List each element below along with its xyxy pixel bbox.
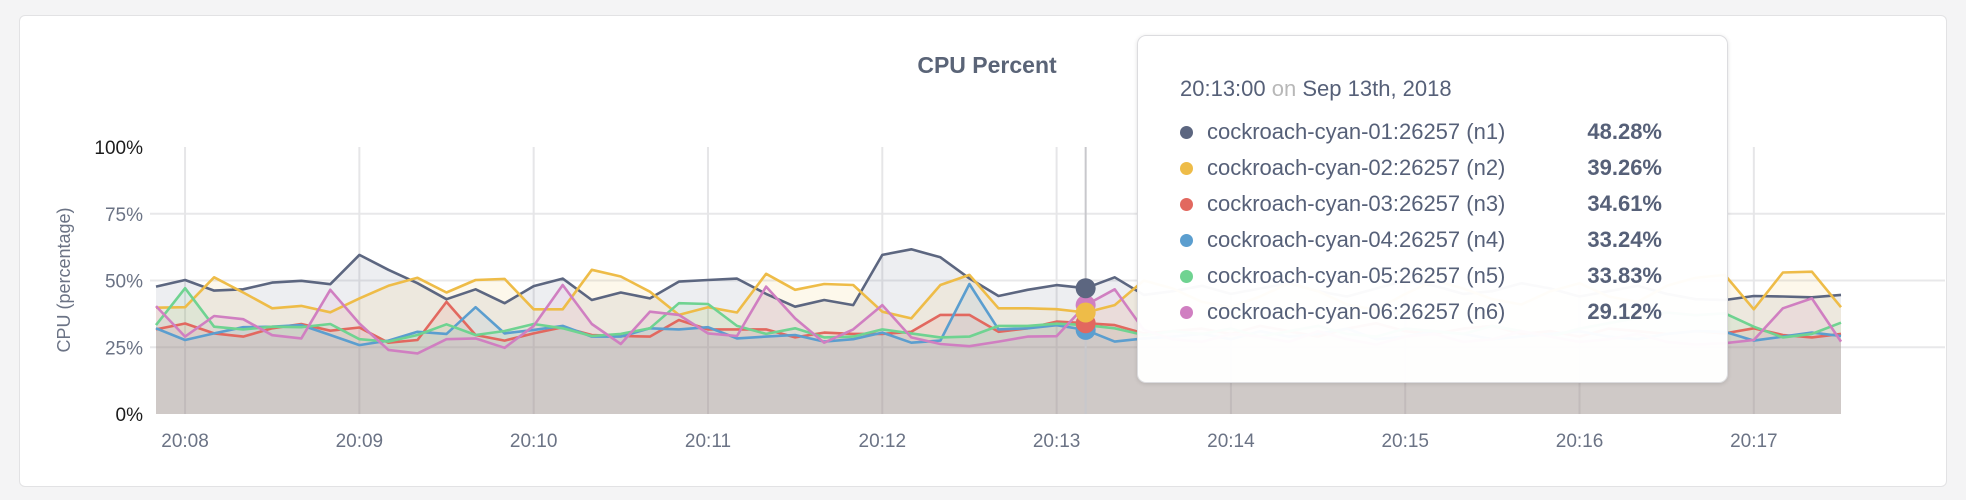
tooltip-series-name: cockroach-cyan-02:26257 (n2) <box>1207 155 1506 180</box>
chart-title: CPU Percent <box>917 52 1057 78</box>
series-area-n3 <box>156 301 1841 414</box>
series-dot-icon <box>1180 125 1193 139</box>
tooltip-series-value: 33.83% <box>1587 263 1662 288</box>
x-tick-label: 20:13 <box>1033 431 1081 452</box>
series-dot-icon <box>1180 305 1193 319</box>
tooltip-on: on <box>1271 76 1297 101</box>
y-tick-label: 50% <box>105 272 143 293</box>
hover-tooltip: 20:13:00 on Sep 13th, 2018 cockroach-cya… <box>1137 35 1728 383</box>
x-tick-label: 20:08 <box>161 431 209 452</box>
tooltip-series-name: cockroach-cyan-04:26257 (n4) <box>1207 227 1506 252</box>
tooltip-row: cockroach-cyan-02:26257 (n2) 39.26% <box>1180 150 1727 186</box>
tooltip-series-value: 34.61% <box>1587 191 1662 216</box>
y-tick-label: 0% <box>116 405 144 426</box>
x-tick-label: 20:16 <box>1556 431 1604 452</box>
tooltip-row: cockroach-cyan-05:26257 (n5) 33.83% <box>1180 258 1727 294</box>
x-tick-label: 20:09 <box>336 431 384 452</box>
x-tick-label: 20:12 <box>859 431 907 452</box>
tooltip-series-value: 33.24% <box>1587 227 1662 252</box>
tooltip-series-value: 29.12% <box>1587 299 1662 324</box>
x-tick-label: 20:14 <box>1207 431 1255 452</box>
tooltip-series-name: cockroach-cyan-05:26257 (n5) <box>1207 263 1506 288</box>
tooltip-time: 20:13:00 <box>1180 76 1266 101</box>
series-dot-icon <box>1180 161 1193 175</box>
tooltip-row: cockroach-cyan-04:26257 (n4) 33.24% <box>1180 222 1727 258</box>
y-tick-label: 75% <box>105 205 143 226</box>
tooltip-row: cockroach-cyan-03:26257 (n3) 34.61% <box>1180 186 1727 222</box>
tooltip-row: cockroach-cyan-01:26257 (n1) 48.28% <box>1180 114 1727 150</box>
x-tick-label: 20:15 <box>1381 431 1429 452</box>
y-tick-label: 25% <box>105 338 143 359</box>
tooltip-series-value: 48.28% <box>1587 119 1662 144</box>
hover-point-marker <box>1075 278 1096 299</box>
series-dot-icon <box>1180 197 1193 211</box>
tooltip-series-name: cockroach-cyan-06:26257 (n6) <box>1207 299 1506 324</box>
x-tick-label: 20:17 <box>1730 431 1778 452</box>
tooltip-series-value: 39.26% <box>1587 155 1662 180</box>
hover-point-marker <box>1075 302 1096 323</box>
x-tick-label: 20:10 <box>510 431 558 452</box>
x-tick-label: 20:11 <box>685 431 731 452</box>
tooltip-series-name: cockroach-cyan-03:26257 (n3) <box>1207 191 1506 216</box>
y-tick-label: 100% <box>94 138 143 159</box>
series-dot-icon <box>1180 269 1193 283</box>
tooltip-row: cockroach-cyan-06:26257 (n6) 29.12% <box>1180 294 1727 330</box>
tooltip-date: Sep 13th, 2018 <box>1302 76 1452 101</box>
tooltip-series-name: cockroach-cyan-01:26257 (n1) <box>1207 119 1506 144</box>
series-dot-icon <box>1180 233 1193 247</box>
tooltip-header: 20:13:00 on Sep 13th, 2018 <box>1180 76 1727 102</box>
y-axis-title: CPU (percentage) <box>54 207 74 352</box>
